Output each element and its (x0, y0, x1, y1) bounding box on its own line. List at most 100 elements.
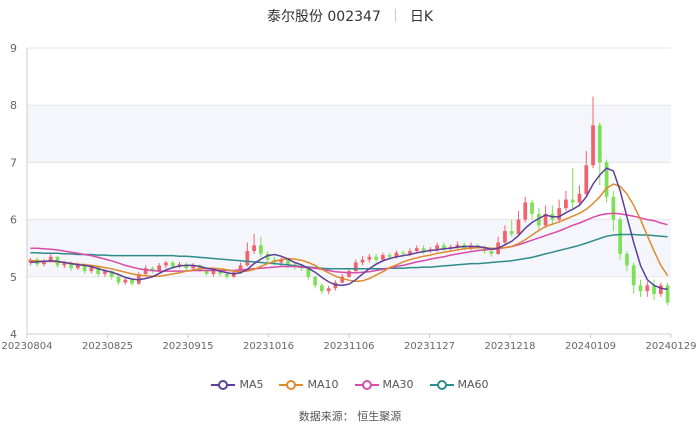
candle-body (340, 276, 345, 283)
grid-band (27, 105, 671, 163)
candle-body (489, 251, 494, 254)
candles-layer (28, 96, 670, 306)
legend-label: MA10 (307, 378, 339, 391)
candle-body (523, 202, 528, 220)
candle-body (245, 251, 250, 266)
candle-body (611, 196, 616, 220)
candle-body (116, 276, 121, 283)
candle-body (435, 245, 439, 250)
candle-body (184, 264, 189, 269)
candle-body (252, 245, 256, 252)
candle-body (130, 279, 134, 284)
y-tick-label: 4 (10, 328, 17, 341)
candle-body (28, 259, 33, 263)
ma30-line (30, 212, 668, 274)
candle-body (143, 268, 148, 274)
candle-body (211, 271, 216, 274)
candle-body (401, 252, 406, 254)
candle-body (320, 285, 324, 292)
x-tick-label: 20231016 (243, 341, 294, 352)
candle-body (197, 265, 202, 270)
candle-body (259, 245, 263, 254)
ma60-line (30, 233, 668, 270)
candle-body (157, 265, 162, 272)
chart-title-row: 泰尔股份 002347 日K (0, 6, 700, 26)
legend-swatch-icon (211, 380, 236, 390)
legend-swatch-icon (354, 380, 379, 390)
candle-body (421, 248, 426, 252)
candle-body (658, 285, 663, 294)
source-label: 数据来源： (298, 410, 354, 423)
candle-body (503, 231, 507, 243)
candle-body (353, 262, 358, 272)
candle-body (89, 266, 94, 272)
data-source: 数据来源： 恒生聚源 (0, 408, 700, 424)
ma10-line (30, 183, 669, 283)
x-tick-label: 20240129 (646, 341, 697, 352)
candle-body (326, 288, 331, 292)
candle-body (279, 259, 284, 263)
candle-body (577, 193, 582, 203)
y-axis-ticks: 4 5 6 7 8 9 (10, 42, 17, 341)
candle-body (645, 285, 650, 292)
candle-body (347, 271, 351, 277)
candle-body (313, 276, 317, 286)
x-tick-label: 20230825 (82, 341, 133, 352)
legend-item-ma60[interactable]: MA60 (429, 378, 489, 391)
candle-body (150, 268, 155, 272)
legend-label: MA60 (457, 378, 489, 391)
candle-body (625, 253, 629, 266)
candle-body (191, 265, 195, 269)
candle-body (516, 219, 521, 234)
x-tick-label: 20231106 (324, 341, 375, 352)
y-tick-label: 8 (10, 99, 17, 112)
candle-body (204, 269, 209, 274)
candle-body (584, 165, 589, 194)
candle-body (394, 252, 399, 257)
stock-name: 泰尔股份 002347 (266, 9, 381, 25)
candle-body (408, 251, 412, 254)
candle-body (306, 268, 311, 277)
title-separator (394, 9, 396, 22)
candle-body (604, 162, 609, 197)
legend-label: MA30 (382, 378, 414, 391)
candle-body (665, 285, 670, 303)
legend-item-ma5[interactable]: MA5 (211, 378, 263, 391)
moving-average-layer (30, 167, 669, 291)
candle-body (123, 279, 128, 283)
candle-body (75, 264, 80, 269)
candle-body (442, 245, 446, 249)
candle-body (82, 264, 87, 272)
legend-item-ma10[interactable]: MA10 (279, 378, 339, 391)
candle-body (381, 255, 385, 260)
candle-body (109, 271, 114, 277)
candle-body (238, 265, 243, 273)
candle-body (543, 213, 548, 226)
candle-body (638, 285, 643, 292)
period-label: 日K (409, 9, 434, 25)
y-tick-label: 5 (10, 271, 17, 284)
candle-body (530, 202, 534, 214)
ma5-line (30, 167, 668, 291)
candle-body (597, 125, 602, 163)
candle-body (652, 285, 656, 294)
candle-body (367, 256, 372, 260)
candle-body (218, 271, 223, 274)
candle-body (557, 208, 562, 220)
candle-body (69, 263, 73, 269)
grid-layer (26, 47, 671, 335)
x-tick-label: 20240109 (565, 341, 616, 352)
candle-body (225, 273, 229, 277)
legend-item-ma30[interactable]: MA30 (354, 378, 414, 391)
legend-swatch-icon (429, 380, 454, 390)
candle-body (414, 248, 419, 252)
candle-body (62, 263, 67, 266)
candle-body (103, 271, 107, 274)
candle-body (509, 231, 514, 234)
x-tick-label: 20231127 (404, 341, 455, 352)
x-tick-label: 20231218 (485, 341, 536, 352)
candle-body (360, 259, 365, 263)
chart-legend: MA5 MA10 MA30 MA60 (0, 378, 700, 391)
candle-body (570, 199, 575, 203)
